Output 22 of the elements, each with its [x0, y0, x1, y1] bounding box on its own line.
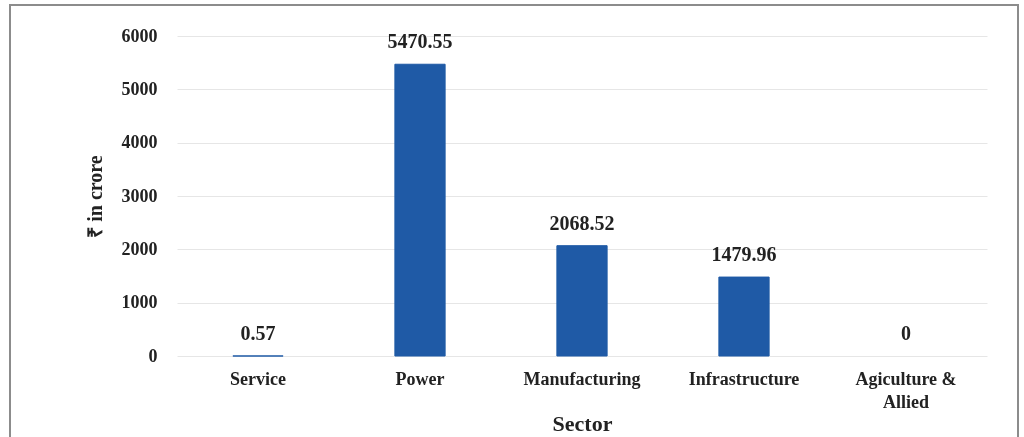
- x-tick-label: Agiculture & Allied: [855, 368, 957, 412]
- bar: [556, 245, 608, 357]
- x-axis-title: Sector: [552, 410, 613, 436]
- y-tick-label: 1000: [121, 292, 158, 313]
- y-tick-label: 5000: [121, 78, 158, 99]
- x-tick-label: Infrastructure: [688, 368, 800, 389]
- x-tick-label: Service: [230, 368, 286, 389]
- data-label: 5470.55: [387, 30, 453, 53]
- data-label: 0: [901, 322, 911, 344]
- x-tick-label: Power: [395, 368, 445, 389]
- data-label: 1479.96: [711, 243, 777, 266]
- data-label: 2068.52: [549, 211, 615, 234]
- y-tick-label: 0: [148, 345, 158, 366]
- y-tick-label: 2000: [121, 238, 158, 259]
- data-label: 0.57: [240, 321, 276, 344]
- y-tick-label: 6000: [121, 25, 158, 46]
- bar: [394, 63, 446, 357]
- y-tick-label: 3000: [121, 185, 158, 206]
- y-tick-label: 4000: [121, 132, 158, 153]
- bar: [718, 276, 770, 357]
- x-tick-label: Manufacturing: [523, 368, 641, 389]
- y-axis-title: ₹ in crore: [83, 155, 106, 238]
